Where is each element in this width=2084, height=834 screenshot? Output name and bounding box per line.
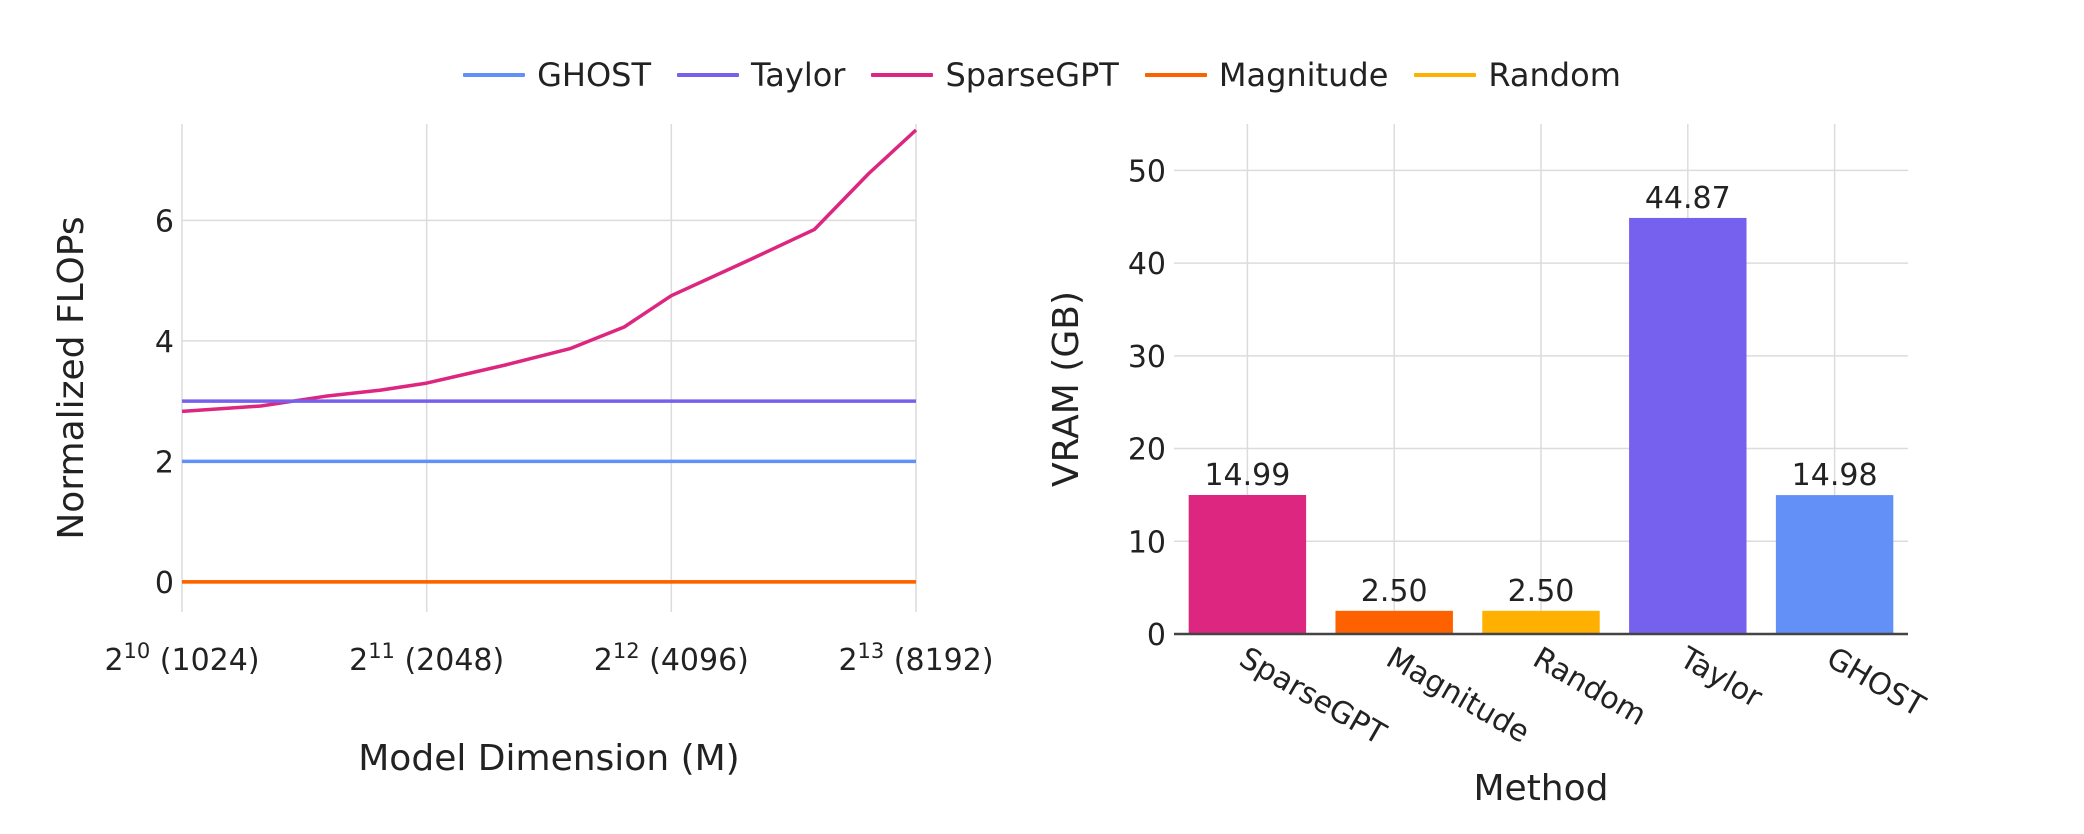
y-tick-label: 4 [155,325,174,360]
legend-label-sparsegpt: SparseGPT [945,56,1119,94]
chart-legend: GHOST Taylor SparseGPT Magnitude Random [0,56,2084,94]
y-tick-label: 40 [1128,247,1166,282]
legend-item-magnitude[interactable]: Magnitude [1144,56,1389,94]
bar-value-label: 2.50 [1508,574,1575,609]
bar-magnitude [1335,610,1453,634]
x-tick-label: 213 (8192) [838,639,993,678]
legend-label-random: Random [1488,56,1621,94]
y-tick-label: 0 [155,566,174,601]
x-tick-label: 211 (2048) [349,639,504,678]
legend-label-magnitude: Magnitude [1218,56,1389,94]
series-line-sparsegpt [181,128,918,414]
x-tick-label: 212 (4096) [594,639,749,678]
x-tick-label: Random [1527,641,1652,733]
x-axis-title: Method [1473,768,1608,809]
x-tick-label: Magnitude [1380,641,1535,751]
y-tick-label: 6 [155,204,174,239]
legend-swatch-random [1414,73,1477,77]
legend-swatch-ghost [463,73,526,77]
legend-swatch-magnitude [1144,73,1207,77]
y-tick-label: 30 [1128,340,1166,375]
bar-value-label: 14.99 [1204,458,1290,493]
legend-item-random[interactable]: Random [1414,56,1621,94]
x-tick-label: SparseGPT [1233,641,1392,753]
legend-label-ghost: GHOST [537,56,652,94]
bar-chart: 0 10 20 30 40 50 14.99 SparseGPT 2.50 Magnitude 2.… [1046,124,1931,809]
legend-swatch-sparsegpt [871,73,934,77]
x-tick-label: Taylor [1673,640,1769,715]
x-axis-title: Model Dimension (M) [358,738,739,779]
bar-value-label: 14.98 [1792,458,1878,493]
y-tick-label: 10 [1128,525,1166,560]
bar-ghost [1775,495,1894,634]
bar-sparsegpt [1188,495,1307,634]
y-axis-title: VRAM (GB) [1046,291,1087,487]
y-tick-label: 20 [1128,433,1166,468]
legend-label-taylor: Taylor [751,56,846,94]
legend-swatch-taylor [677,73,740,77]
bar-value-label: 44.87 [1645,181,1731,216]
bar-taylor [1629,217,1747,634]
bar-random [1482,610,1600,634]
legend-item-ghost[interactable]: GHOST [463,56,651,94]
y-tick-label: 0 [1147,618,1166,653]
legend-item-taylor[interactable]: Taylor [677,56,845,94]
line-chart: 0 2 4 6 210 (1024) 211 (2048) 212 (4096) 213 (8… [51,124,994,779]
y-tick-label: 50 [1128,154,1166,189]
x-tick-label: GHOST [1821,641,1932,725]
x-tick-label: 210 (1024) [104,639,259,678]
legend-item-sparsegpt[interactable]: SparseGPT [871,56,1119,94]
y-tick-label: 2 [155,445,174,480]
bar-value-label: 2.50 [1361,574,1428,609]
y-axis-title: Normalized FLOPs [51,216,92,539]
